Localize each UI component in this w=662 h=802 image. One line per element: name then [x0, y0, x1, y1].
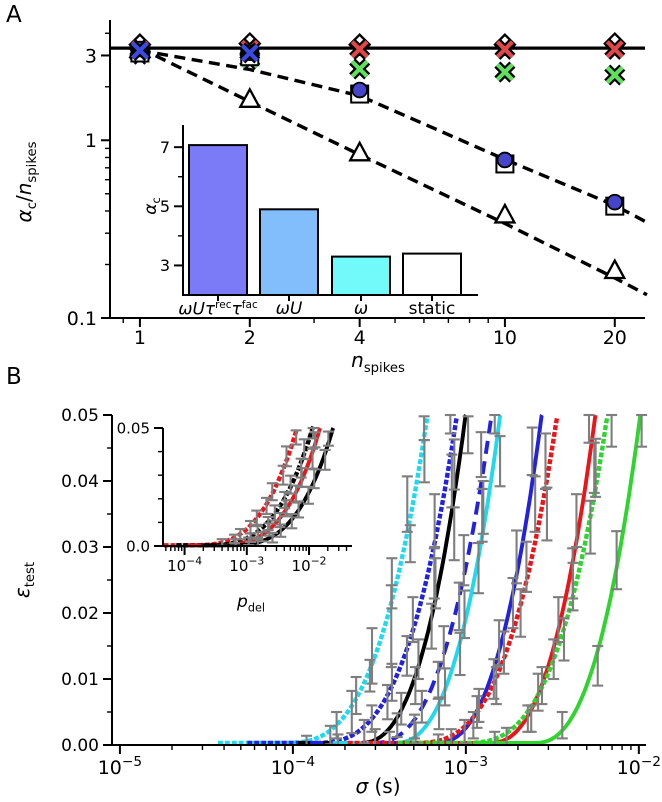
svg-text:4: 4 — [354, 327, 366, 349]
inset-curve-black-solid-errorbars — [252, 430, 334, 547]
svg-text:5: 5 — [160, 197, 170, 216]
svg-text:1: 1 — [85, 130, 97, 152]
curve-black-solid-errorbars — [369, 415, 474, 747]
bar-2 — [331, 255, 391, 297]
bar-label-full-model: ωUτrecτfac — [178, 299, 258, 320]
panel-a-y-axis-label: αc/nspikes — [12, 141, 40, 223]
bar-1 — [259, 208, 319, 296]
svg-text:0.03: 0.03 — [61, 538, 99, 558]
inset-curve-black-dotted-errorbars — [230, 426, 319, 547]
panel-a-letter: A — [6, 2, 22, 28]
p-symbol: p — [237, 592, 248, 612]
series-red-x — [605, 40, 624, 59]
epsilon-symbol: ε — [10, 587, 34, 599]
series-triangle-static — [603, 258, 627, 280]
panel-b-letter: B — [6, 364, 22, 390]
bar-label-omega: ω — [353, 299, 369, 319]
curve-blue-solid-errorbars — [445, 426, 541, 747]
series-triangle-static — [348, 140, 372, 162]
svg-text:0.1: 0.1 — [67, 308, 97, 330]
series-circle-square-circle — [351, 81, 368, 99]
curve-blue-dotted — [247, 412, 460, 746]
svg-text:10−5: 10−5 — [98, 754, 142, 779]
svg-text:10−4: 10−4 — [167, 555, 202, 575]
series-green-x — [495, 63, 514, 82]
svg-text:20: 20 — [603, 327, 627, 349]
panel-b-letter-text: B — [6, 364, 22, 390]
svg-text:10−2: 10−2 — [617, 754, 661, 779]
svg-text:10−3: 10−3 — [444, 754, 488, 779]
svg-text:0.02: 0.02 — [61, 604, 99, 624]
curve-black-solid — [298, 414, 468, 745]
svg-text:10−2: 10−2 — [292, 555, 327, 575]
series-triangle-static — [493, 202, 517, 224]
series-green-x — [605, 65, 624, 84]
svg-text:3: 3 — [85, 45, 97, 67]
series-triangle-static — [238, 86, 262, 108]
svg-text:2: 2 — [244, 327, 256, 349]
panel-a-inset: 3 5 7 — [160, 125, 478, 301]
svg-text:0.04: 0.04 — [61, 472, 99, 492]
alpha-symbol: α — [12, 209, 36, 223]
panel-b-inset-x-axis-label: pdel — [237, 592, 265, 615]
svg-text:10: 10 — [493, 327, 517, 349]
svg-text:0.01: 0.01 — [61, 670, 99, 690]
curve-cyan-dotted-errorbars — [301, 415, 430, 747]
svg-text:0.00: 0.00 — [61, 736, 99, 756]
series-navy-x — [130, 41, 149, 60]
panel-a-inset-y-axis-label: αc — [140, 197, 164, 215]
dashed-line-lower — [139, 46, 648, 297]
n-symbol: n — [351, 348, 364, 372]
curve-green-dotted-errorbars — [489, 413, 618, 747]
curve-green-dotted — [397, 412, 611, 746]
curve-green-solid — [472, 414, 643, 745]
series-circle-square-circle — [496, 151, 514, 169]
panel-b-inset: 10−4 10−3 10−2 0.0 0.05 — [117, 419, 352, 575]
series-green-x — [350, 59, 369, 78]
curve-cyan-solid-errorbars — [410, 413, 506, 745]
curve-blue-dotted-errorbars — [332, 413, 460, 747]
svg-text:3: 3 — [160, 256, 170, 275]
panel-a: 1 2 4 10 20 0.1 1 3 — [67, 20, 648, 349]
series-navy-x — [240, 43, 259, 62]
svg-text:10−4: 10−4 — [271, 754, 315, 779]
svg-text:7: 7 — [160, 138, 170, 157]
panel-b-x-axis-label: σ (s) — [355, 774, 401, 798]
bar-3 — [402, 252, 462, 297]
bar-0 — [188, 144, 248, 296]
panel-a-x-axis-label: nspikes — [351, 348, 405, 376]
series-red-x — [495, 40, 514, 59]
panel-b: 10−5 10−4 10−3 10−2 0.00 0.01 0.02 0.03 0.04 0.05 — [61, 406, 661, 779]
svg-text:0.05: 0.05 — [117, 419, 150, 437]
bar-label-omega-u: ωU — [275, 299, 303, 319]
series-red-x — [350, 40, 369, 59]
svg-text:0.0: 0.0 — [126, 537, 150, 555]
svg-text:0.05: 0.05 — [61, 406, 99, 426]
curve-red-dotted — [347, 412, 561, 746]
alpha-symbol: α — [140, 203, 161, 215]
curve-red-dotted-errorbars — [432, 432, 553, 747]
bar-label-static: static — [408, 299, 456, 319]
sigma-symbol: σ — [355, 774, 369, 798]
panel-a-letter-text: A — [6, 2, 22, 28]
svg-text:10−3: 10−3 — [229, 555, 264, 575]
panel-b-y-axis-label: εtest — [10, 561, 38, 599]
svg-text:1: 1 — [134, 327, 146, 349]
curve-green-solid-errorbars — [556, 413, 648, 740]
n-symbol: n — [12, 182, 36, 196]
series-circle-square-circle — [606, 193, 624, 211]
